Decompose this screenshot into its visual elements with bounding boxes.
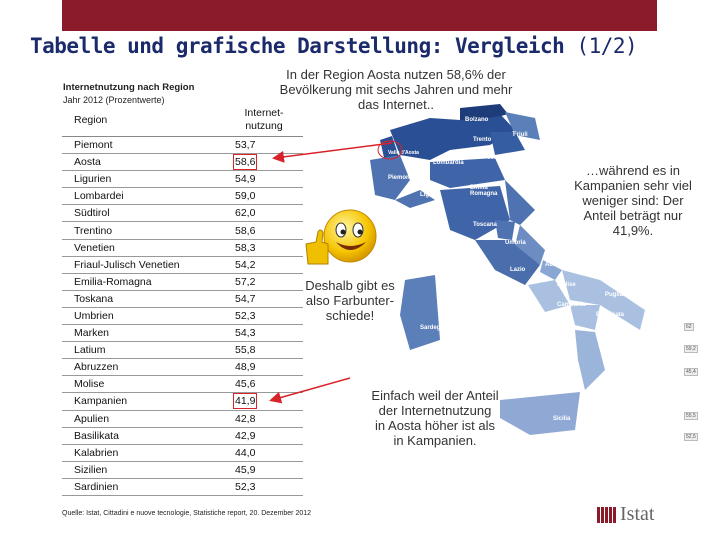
- aosta-value-highlight: 58,6: [232, 154, 258, 171]
- table-row: Kalabrien 44,0: [62, 444, 303, 462]
- table-title: Internetnutzung nach Region: [63, 82, 195, 93]
- map-region-puglia: [562, 270, 645, 330]
- table-row: Sardinien 52,3: [62, 478, 303, 496]
- map-region-marche: [505, 180, 535, 225]
- istat-logo-icon: [597, 507, 617, 523]
- istat-logo-text: Istat: [620, 503, 655, 525]
- table-subtitle: Jahr 2012 (Prozentwerte): [63, 95, 165, 105]
- table-row: Apulien 42,8: [62, 410, 303, 428]
- table-row: Basilikata 42,9: [62, 427, 303, 445]
- callout-aosta: In der Region Aosta nutzen 58,6% der Bev…: [279, 67, 513, 112]
- table-row: Umbrien 52,3: [62, 307, 303, 326]
- table-row: Latium 55,8: [62, 341, 303, 360]
- map-region-sardegna: [400, 275, 440, 350]
- table-row: Trentino 58,6: [62, 221, 303, 240]
- map-region-toscana: [440, 186, 510, 240]
- callout-kampanien: …während es in Kampanien sehr viel wenig…: [574, 163, 692, 238]
- table-row: Friaul-Julisch Venetien 54,2: [62, 256, 303, 274]
- table-row: Marken 54,3: [62, 324, 303, 343]
- column-header-internet-usage: Internet-nutzung: [225, 104, 303, 137]
- callout-einfach: Einfach weil der Anteil der Internetnutz…: [371, 388, 499, 448]
- page-indicator: (1/2): [576, 34, 638, 58]
- table-row: Ligurien 54,9: [62, 170, 303, 189]
- table-row: Venetien 58,3: [62, 239, 303, 257]
- column-header-region: Region: [62, 104, 225, 137]
- kampanien-value-highlight: 41,9: [232, 393, 258, 410]
- map-region-sicilia: [500, 392, 580, 435]
- table-row: Piemont 53,7: [62, 136, 303, 155]
- map-region-molise: [540, 260, 562, 280]
- table-row: Abruzzen 48,9: [62, 358, 303, 377]
- arrow-to-aosta: [272, 142, 393, 163]
- table-row: Toskana 54,7: [62, 290, 303, 308]
- map-region-trento: [475, 116, 500, 132]
- map-region-piemonte: [370, 155, 410, 200]
- callout-deshalb: Deshalb gibt es also Farbunter- schiede!: [305, 278, 395, 323]
- map-region-bolzano: [460, 104, 508, 122]
- map-region-friuli: [505, 112, 540, 140]
- aosta-map-circle: [377, 140, 403, 160]
- smiley-thumbs-up-icon: [305, 209, 377, 265]
- map-region-emilia: [430, 158, 505, 188]
- map-region-liguria: [395, 190, 435, 208]
- source-note: Quelle: Istat, Cittadini e nuove tecnolo…: [62, 510, 312, 517]
- map-region-valle-daosta: [380, 136, 400, 162]
- map-region-abruzzo: [515, 225, 545, 265]
- italy-map: [370, 104, 645, 435]
- arrow-to-kampanien: [269, 377, 351, 404]
- map-region-campania: [528, 280, 570, 312]
- map-region-calabria: [575, 330, 605, 390]
- table-row: Molise 45,6: [62, 375, 303, 394]
- region-table: Region Internet-nutzung Piemont 53,7 Aost…: [62, 104, 303, 496]
- top-banner: [62, 0, 657, 31]
- map-region-umbria: [495, 220, 515, 240]
- table-row: Südtirol 62,0: [62, 204, 303, 223]
- table-row: Emilia-Romagna 57,2: [62, 273, 303, 291]
- map-region-veneto: [490, 132, 525, 155]
- map-region-basilicata: [570, 305, 600, 330]
- table-row-kampanien: Kampanien 41,9: [62, 392, 303, 411]
- table-row: Sizilien 45,9: [62, 461, 303, 479]
- table-row: Lombardei 59,0: [62, 187, 303, 206]
- page-title: Tabelle und grafische Darstellung: Vergl…: [30, 34, 638, 58]
